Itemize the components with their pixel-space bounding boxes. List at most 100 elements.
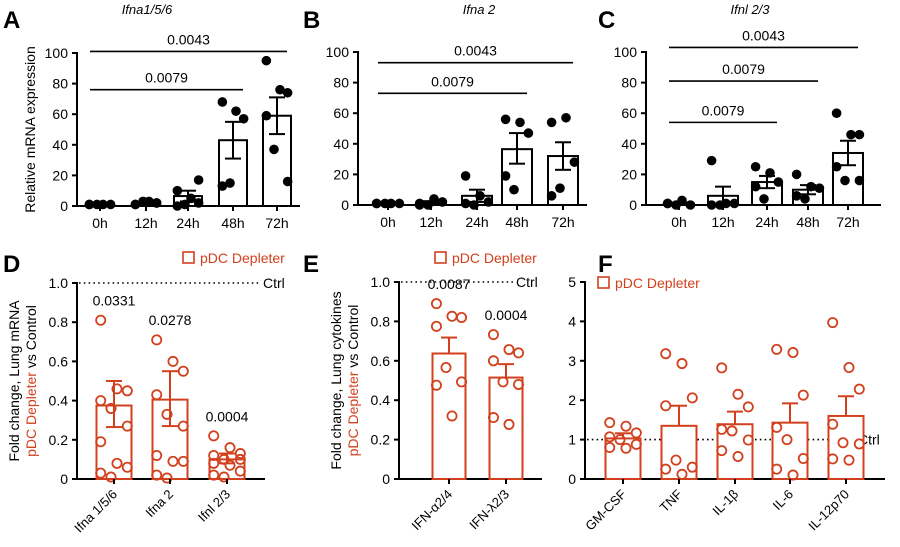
- y-tick-label: 0.2: [49, 432, 69, 448]
- panel-letter: A: [3, 7, 20, 34]
- data-point: [555, 183, 565, 193]
- data-point: [475, 191, 485, 201]
- data-point: [208, 469, 220, 481]
- data-point: [750, 181, 761, 192]
- data-point: [500, 114, 511, 125]
- y-axis-label: Relative mRNA expression: [22, 46, 38, 213]
- data-point: [224, 459, 236, 471]
- legend-swatch: [597, 276, 610, 289]
- data-point: [814, 183, 825, 193]
- data-point: [773, 177, 784, 187]
- data-point: [261, 55, 272, 66]
- data-point: [843, 361, 855, 373]
- data-point: [732, 388, 744, 400]
- y-tick-label: 40: [52, 137, 68, 153]
- data-point: [604, 441, 616, 453]
- data-point: [726, 425, 738, 437]
- reference-line-label: Ctrl: [516, 274, 538, 290]
- y-tick-label: 40: [333, 136, 349, 152]
- data-point: [662, 198, 673, 209]
- x-tick-label: 48h: [505, 214, 528, 230]
- y-tick-label: 0.4: [49, 393, 69, 409]
- data-point: [193, 198, 204, 208]
- data-point: [853, 383, 865, 395]
- data-point: [231, 106, 241, 116]
- data-point: [787, 469, 799, 481]
- data-point: [513, 347, 525, 359]
- y-tick-label: 60: [621, 105, 637, 121]
- x-tick-label: 72h: [551, 214, 574, 230]
- data-point: [218, 471, 230, 483]
- x-tick-label: IFN-λ2/3: [466, 487, 512, 533]
- y-tick-label: 0.4: [371, 392, 391, 408]
- data-point: [604, 431, 616, 443]
- data-point: [460, 198, 471, 209]
- data-point: [487, 412, 499, 424]
- y-tick-label: 60: [52, 106, 68, 122]
- data-point: [460, 171, 471, 181]
- y-tick-label: 0.6: [371, 353, 391, 369]
- y-tick-label: 100: [614, 44, 638, 60]
- x-tick-label: 0h: [92, 215, 108, 231]
- data-point: [706, 155, 717, 166]
- data-point: [234, 448, 246, 460]
- significance-p-value: 0.0079: [431, 73, 474, 89]
- x-tick-label: 0h: [380, 214, 396, 230]
- data-point: [771, 343, 783, 355]
- data-point: [742, 434, 754, 446]
- data-point: [806, 181, 816, 192]
- significance-p-value: 0.0043: [167, 31, 210, 47]
- data-point: [172, 185, 183, 196]
- data-point: [854, 129, 865, 140]
- data-point: [660, 400, 672, 412]
- x-tick-label: 48h: [796, 214, 819, 230]
- data-point: [800, 194, 810, 204]
- panel-letter: D: [3, 251, 20, 278]
- data-point: [487, 329, 499, 341]
- y-axis-label-group: pDC Depleter: [23, 372, 39, 457]
- data-point: [151, 334, 163, 346]
- data-point: [716, 445, 728, 457]
- data-point: [121, 385, 133, 397]
- significance-p-value: 0.0079: [145, 70, 188, 86]
- y-tick-label: 20: [333, 166, 349, 182]
- data-point: [513, 378, 525, 390]
- x-tick-label: 24h: [465, 214, 488, 230]
- data-point: [620, 420, 632, 432]
- data-point: [208, 430, 220, 442]
- data-point: [686, 461, 698, 473]
- data-point: [151, 449, 163, 461]
- data-point: [765, 168, 775, 178]
- x-tick-label: 72h: [836, 214, 859, 230]
- data-point: [791, 191, 802, 201]
- y-tick-label: 0: [382, 471, 390, 487]
- data-point: [716, 423, 728, 435]
- data-point: [282, 176, 293, 187]
- legend-swatch: [182, 251, 195, 264]
- significance-p-value: 0.0043: [742, 27, 785, 43]
- data-point: [414, 198, 425, 209]
- data-point: [676, 358, 688, 370]
- data-point: [177, 365, 189, 377]
- x-tick-label: 12h: [711, 214, 734, 230]
- x-tick-label: Ifnl 2/3: [195, 487, 233, 525]
- y-tick-label: 0: [629, 197, 637, 213]
- data-point: [546, 191, 557, 201]
- data-point: [515, 117, 525, 128]
- y-axis-label-line2: pDC Depleter vs Control: [23, 305, 39, 457]
- data-point: [186, 193, 196, 204]
- data-point: [791, 169, 802, 180]
- data-point: [853, 438, 865, 450]
- panel-A: A Ifna1/5/6 0 20 40 60 80 100 Relative mRNA expr…: [3, 2, 300, 231]
- data-point: [827, 453, 839, 465]
- data-point: [177, 420, 189, 432]
- data-point: [503, 344, 515, 356]
- data-point: [840, 175, 850, 186]
- data-point: [837, 437, 849, 449]
- data-point: [706, 200, 717, 210]
- x-tick-label: 72h: [265, 215, 288, 231]
- data-point: [750, 161, 761, 172]
- x-tick-label: 48h: [221, 215, 244, 231]
